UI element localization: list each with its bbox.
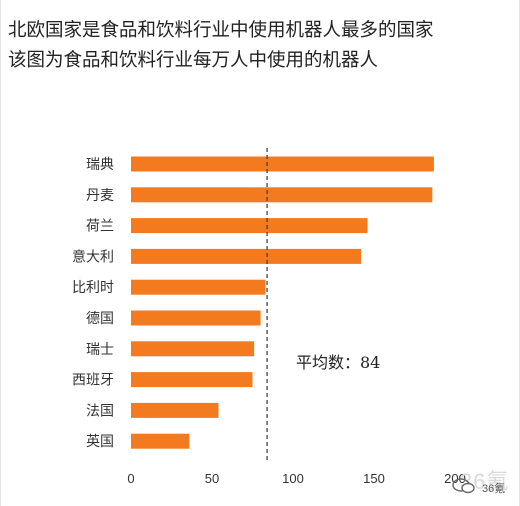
category-label: 法国 <box>86 403 114 419</box>
watermark: 36氪 36氪 <box>450 466 514 496</box>
category-label: 英国 <box>86 433 114 450</box>
x-tick-label: 100 <box>282 471 304 486</box>
wechat-icon <box>452 478 475 494</box>
category-label: 荷兰 <box>86 219 114 235</box>
category-label: 比利时 <box>72 280 114 296</box>
bar <box>131 402 219 418</box>
bar <box>131 218 368 234</box>
category-label: 意大利 <box>72 248 114 265</box>
category-label: 瑞典 <box>86 157 114 173</box>
category-label: 丹麦 <box>86 188 114 204</box>
x-tick-label: 200 <box>444 471 466 486</box>
chart-title: 北欧国家是食品和饮料行业中使用机器人最多的国家 <box>8 20 434 41</box>
x-tick-label: 150 <box>363 471 385 486</box>
bar <box>131 248 362 264</box>
category-label: 西班牙 <box>72 373 114 389</box>
bar <box>131 156 434 172</box>
x-tick-label: 50 <box>205 471 219 486</box>
chart-subtitle: 该图为食品和饮料行业每万人中使用的机器人 <box>8 50 379 71</box>
category-label: 德国 <box>86 311 114 327</box>
bar <box>131 341 255 357</box>
average-label: 平均数：84 <box>296 353 380 372</box>
bar <box>131 279 266 295</box>
title-block: 北欧国家是食品和饮料行业中使用机器人最多的国家 该图为食品和饮料行业每万人中使用… <box>8 16 434 76</box>
watermark-label: 36氪 <box>482 483 506 495</box>
category-label: 瑞士 <box>86 342 114 358</box>
bar <box>131 433 190 449</box>
bar <box>131 372 253 388</box>
x-tick-label: 0 <box>127 471 134 486</box>
bar <box>131 187 433 203</box>
bar <box>131 310 261 326</box>
